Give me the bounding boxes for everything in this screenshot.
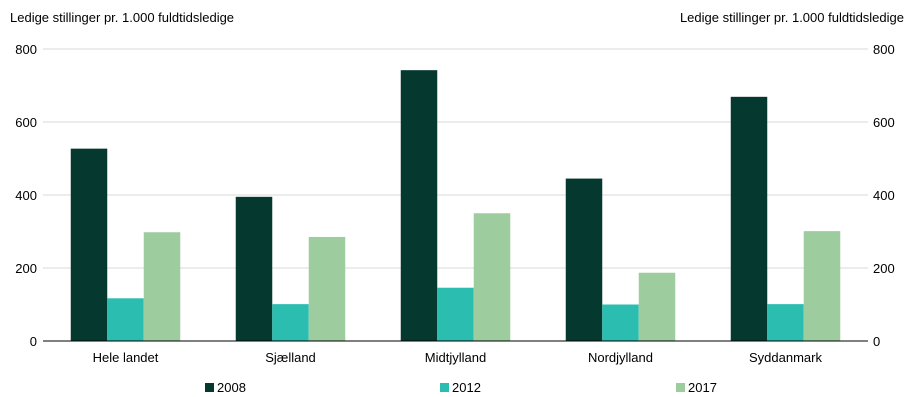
category-label: Nordjylland [588, 350, 653, 365]
bar-2017 [143, 232, 181, 341]
y-axis-label-left: Ledige stillinger pr. 1.000 fuldtidsledi… [10, 10, 234, 25]
y-ticks-right: 0 200 400 600 800 [873, 42, 895, 349]
bar-2017 [638, 272, 676, 341]
bar-2008 [400, 70, 438, 342]
bars [70, 70, 841, 342]
y-axis-label-right: Ledige stillinger pr. 1.000 fuldtidsledi… [680, 10, 904, 25]
y-tick-label-left: 600 [15, 115, 37, 130]
y-tick-label-left: 800 [15, 42, 37, 57]
category-label: Syddanmark [749, 350, 822, 365]
category-label: Sjælland [265, 350, 316, 365]
y-tick-label-right: 0 [873, 334, 880, 349]
bar-2012 [272, 304, 309, 341]
y-tick-label-right: 600 [873, 115, 895, 130]
legend-label-2008: 2008 [217, 380, 246, 395]
bar-2017 [308, 236, 346, 341]
legend-swatch-2008 [205, 383, 214, 392]
bar-2008 [70, 148, 108, 341]
bar-2017 [473, 213, 511, 341]
bar-2012 [767, 304, 804, 341]
bar-2008 [730, 96, 768, 341]
bar-2012 [437, 287, 474, 341]
legend-swatch-2012 [440, 383, 449, 392]
legend: 2008 2012 2017 [205, 380, 717, 395]
y-tick-label-left: 0 [30, 334, 37, 349]
y-tick-label-left: 400 [15, 188, 37, 203]
gridlines [43, 48, 868, 269]
bar-2008 [235, 196, 273, 341]
bar-2017 [803, 231, 841, 341]
legend-swatch-2017 [676, 383, 685, 392]
legend-label-2012: 2012 [452, 380, 481, 395]
category-labels: Hele landet Sjælland Midtjylland Nordjyllan… [93, 350, 823, 365]
category-label: Midtjylland [425, 350, 486, 365]
y-tick-label-left: 200 [15, 261, 37, 276]
category-label: Hele landet [93, 350, 159, 365]
bar-2012 [602, 304, 639, 341]
bar-2012 [107, 298, 144, 341]
y-tick-label-right: 200 [873, 261, 895, 276]
y-ticks-left: 0 200 400 600 800 [15, 42, 37, 349]
y-tick-label-right: 400 [873, 188, 895, 203]
y-tick-label-right: 800 [873, 42, 895, 57]
legend-label-2017: 2017 [688, 380, 717, 395]
bar-2008 [565, 178, 603, 341]
